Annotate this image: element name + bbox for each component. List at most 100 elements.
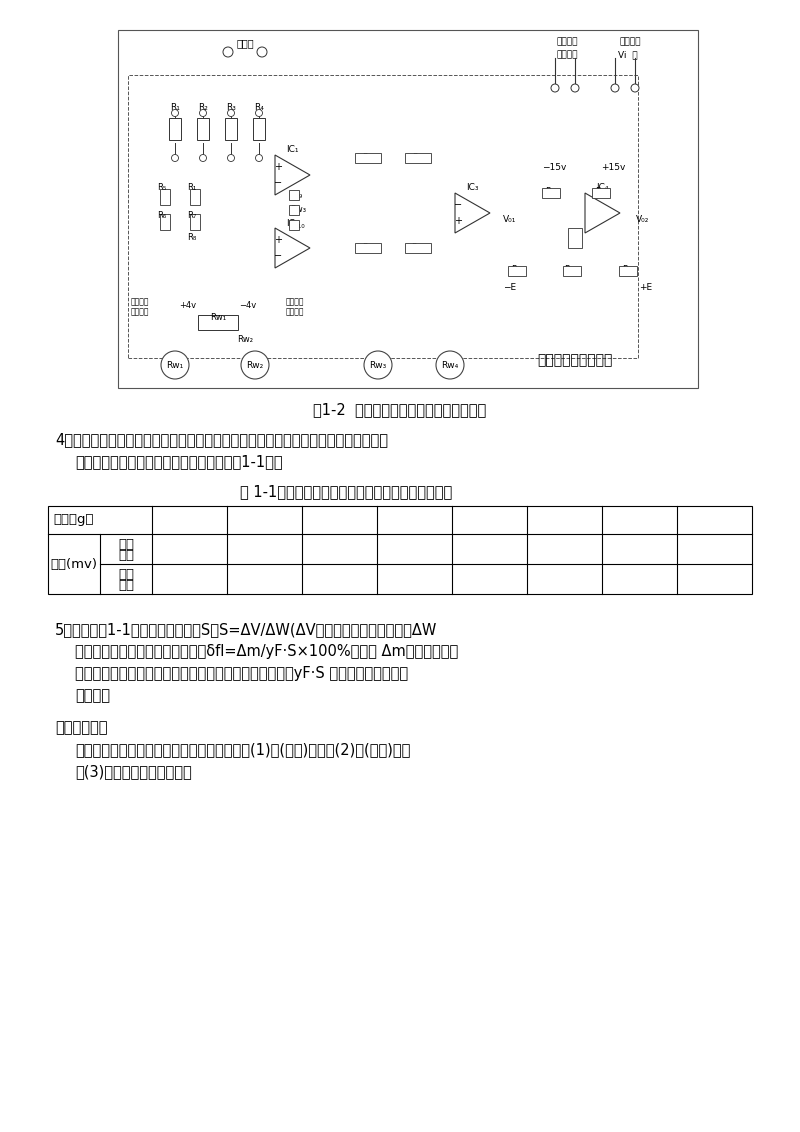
Text: +E: +E [639, 283, 653, 292]
Circle shape [171, 110, 178, 117]
Bar [592, 188, 610, 198]
Text: 图1-2  应变式传感器单臂电桥实验接线图: 图1-2 应变式传感器单臂电桥实验接线图 [314, 402, 486, 417]
Circle shape [571, 84, 579, 92]
Text: （多次测量时为平均值）与拟合直线的最大电压偏差量；yF·S 为满量程时电压输出: （多次测量时为平均值）与拟合直线的最大电压偏差量；yF·S 为满量程时电压输出 [75, 666, 408, 681]
Text: R₁₂: R₁₂ [362, 243, 374, 252]
Text: 应变传感器实验模板: 应变传感器实验模板 [538, 353, 613, 367]
Text: −: − [274, 178, 282, 188]
Text: 接主控箱: 接主控箱 [130, 298, 150, 307]
Text: 电源输出: 电源输出 [286, 308, 304, 317]
Text: 减少: 减少 [118, 568, 134, 581]
Bar [225, 118, 237, 140]
Circle shape [364, 351, 392, 379]
Text: V₀₁: V₀₁ [503, 215, 517, 224]
Text: R₁₃: R₁₃ [412, 154, 424, 163]
Text: 砝码: 砝码 [118, 549, 134, 563]
Text: IC₃: IC₃ [466, 183, 478, 192]
Text: R₁₄: R₁₄ [412, 243, 424, 252]
Bar [160, 214, 170, 230]
Text: 接主控箱: 接主控箱 [556, 37, 578, 46]
Text: 加热器: 加热器 [236, 38, 254, 48]
Text: R₅: R₅ [158, 183, 166, 192]
Text: R₁: R₁ [170, 103, 180, 112]
Text: +4v: +4v [179, 300, 197, 309]
Text: R₃: R₃ [226, 103, 236, 112]
Text: R₄: R₄ [254, 103, 264, 112]
Text: R₇: R₇ [187, 211, 197, 220]
Bar [128, 75, 638, 358]
Text: Rw₁: Rw₁ [210, 314, 226, 323]
Text: R₁₆: R₁₆ [545, 188, 558, 197]
Bar [253, 118, 265, 140]
Text: R₁₁: R₁₁ [362, 154, 374, 163]
Text: 砝码: 砝码 [118, 580, 134, 592]
Text: Rw₄: Rw₄ [442, 360, 458, 369]
Bar [190, 189, 200, 205]
Bar [169, 118, 181, 140]
Text: 电源输出: 电源输出 [130, 308, 150, 317]
Circle shape [611, 84, 619, 92]
Circle shape [257, 48, 267, 57]
Bar [289, 220, 299, 230]
Circle shape [161, 351, 189, 379]
Circle shape [551, 84, 559, 92]
Text: Rw₃: Rw₃ [290, 206, 306, 214]
Text: 相应的数显表数值，记下实验结果填入表（1-1）。: 相应的数显表数值，记下实验结果填入表（1-1）。 [75, 454, 282, 469]
Circle shape [227, 110, 234, 117]
Text: IC₁: IC₁ [286, 146, 298, 154]
Text: −E: −E [503, 283, 517, 292]
Circle shape [223, 48, 233, 57]
Bar [355, 243, 381, 252]
Text: IC₂: IC₂ [286, 218, 298, 228]
Circle shape [199, 154, 206, 162]
Text: R₆: R₆ [158, 211, 166, 220]
Text: 电压(mv): 电压(mv) [50, 557, 98, 571]
Text: R₁₉: R₁₉ [622, 266, 634, 274]
Circle shape [171, 154, 178, 162]
Text: 重量（g）: 重量（g） [53, 514, 94, 526]
Polygon shape [275, 155, 310, 195]
Bar [118, 31, 698, 388]
Bar [289, 205, 299, 215]
Bar [619, 266, 637, 276]
Text: 5、根据表（1-1）计算系统灵敏度S；S=ΔV/ΔW(ΔV为输出电压平均变化量；ΔW: 5、根据表（1-1）计算系统灵敏度S；S=ΔV/ΔW(ΔV为输出电压平均变化量；… [55, 621, 438, 637]
Text: Rw₁: Rw₁ [166, 360, 184, 369]
Text: 平均值。: 平均值。 [75, 688, 110, 703]
Text: R₁₅: R₁₅ [510, 266, 523, 274]
Text: IC₄: IC₄ [596, 183, 608, 192]
Text: +: + [274, 235, 282, 245]
Text: Rw₂: Rw₂ [246, 360, 264, 369]
Text: +: + [454, 216, 462, 226]
Polygon shape [455, 192, 490, 233]
Circle shape [199, 110, 206, 117]
Text: −4v: −4v [239, 300, 257, 309]
Text: R₉: R₉ [294, 190, 302, 199]
Bar [563, 266, 581, 276]
Text: 片(3)正、负应变片均可以。: 片(3)正、负应变片均可以。 [75, 764, 192, 779]
Text: +15v: +15v [601, 163, 625, 172]
Text: R₁₇: R₁₇ [569, 235, 582, 245]
Text: 电源输出: 电源输出 [556, 50, 578, 59]
Circle shape [227, 154, 234, 162]
Text: −: − [274, 251, 282, 261]
Text: 单臂电桥时，作为桥臂的电阻应变片应选用：(1)正(受拉)应变片(2)负(受压)应变: 单臂电桥时，作为桥臂的电阻应变片应选用：(1)正(受拉)应变片(2)负(受压)应… [75, 741, 410, 757]
Text: R₂: R₂ [198, 103, 208, 112]
Bar [405, 153, 431, 163]
Text: Vi  地: Vi 地 [618, 50, 638, 59]
Bar [568, 228, 582, 248]
Bar [197, 118, 209, 140]
Polygon shape [275, 228, 310, 268]
Text: Rw₂: Rw₂ [237, 335, 253, 344]
Text: Rw₃: Rw₃ [370, 360, 386, 369]
Text: R₁₈: R₁₈ [594, 188, 607, 197]
Text: 4、在传感器托盘上放置一只砝码，读取数显表数值，依次增加砝码和减少砝码并读取: 4、在传感器托盘上放置一只砝码，读取数显表数值，依次增加砝码和减少砝码并读取 [55, 432, 388, 447]
Text: −: − [454, 200, 462, 211]
Text: 增加: 增加 [118, 538, 134, 551]
Text: −15v: −15v [542, 163, 566, 172]
Bar [508, 266, 526, 276]
Bar [405, 243, 431, 252]
Circle shape [255, 154, 262, 162]
Bar [190, 214, 200, 230]
Text: 表 1-1：单臂测量时，输出电压与负载重量的关系：: 表 1-1：单臂测量时，输出电压与负载重量的关系： [240, 484, 452, 499]
Circle shape [436, 351, 464, 379]
